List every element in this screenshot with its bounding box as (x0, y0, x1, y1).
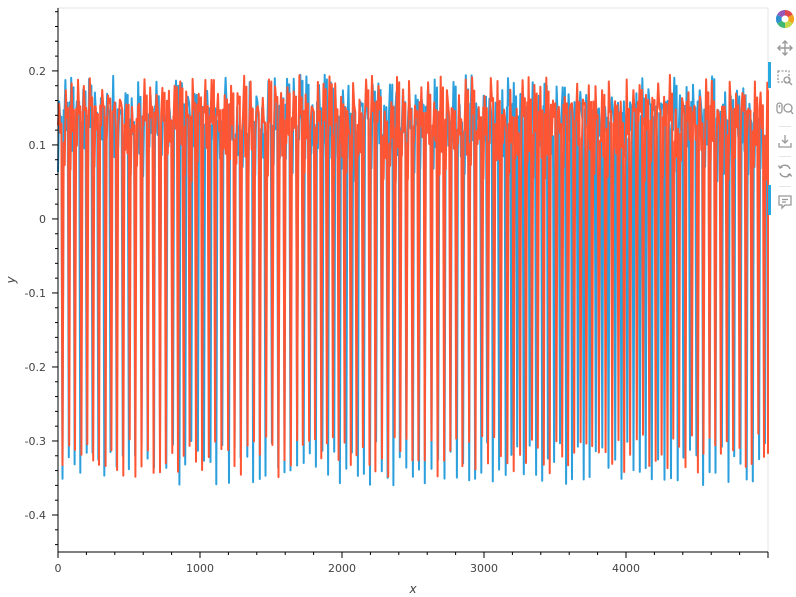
y-tick-label: 0 (39, 213, 46, 226)
wheel-zoom-icon[interactable] (774, 98, 796, 120)
toolbar-separator (779, 186, 791, 187)
toolbar-separator (779, 126, 791, 127)
bokeh-logo-icon[interactable] (774, 8, 796, 30)
x-axis-label: x (408, 582, 417, 596)
toolbar-separator (779, 156, 791, 157)
y-tick-label: -0.3 (25, 435, 46, 448)
x-tick-label: 4000 (612, 562, 640, 575)
y-tick-label: -0.4 (25, 509, 46, 522)
series-layer (57, 73, 769, 487)
save-icon[interactable] (774, 130, 796, 152)
box-zoom-icon[interactable] (774, 67, 796, 89)
reset-icon[interactable] (774, 160, 796, 182)
x-tick-label: 3000 (470, 562, 498, 575)
hover-icon[interactable] (774, 191, 796, 213)
series-line-2 (57, 73, 769, 479)
y-tick-label: 0.2 (29, 65, 47, 78)
pan-icon[interactable] (774, 37, 796, 59)
y-tick-label: 0.1 (29, 139, 47, 152)
x-tick-label: 2000 (328, 562, 356, 575)
x-tick-label: 1000 (186, 562, 214, 575)
y-axis-ticks: -0.4 -0.3 -0.2 -0.1 0 0.1 0.2 (25, 11, 58, 546)
x-axis-ticks: 0 1000 2000 3000 4000 (55, 552, 769, 575)
x-tick-label: 0 (55, 562, 62, 575)
active-tool-indicator-hover (768, 185, 771, 215)
active-tool-indicator-pan (768, 62, 771, 88)
y-axis-label: y (4, 276, 18, 285)
y-tick-label: -0.2 (25, 361, 46, 374)
y-tick-label: -0.1 (25, 287, 46, 300)
